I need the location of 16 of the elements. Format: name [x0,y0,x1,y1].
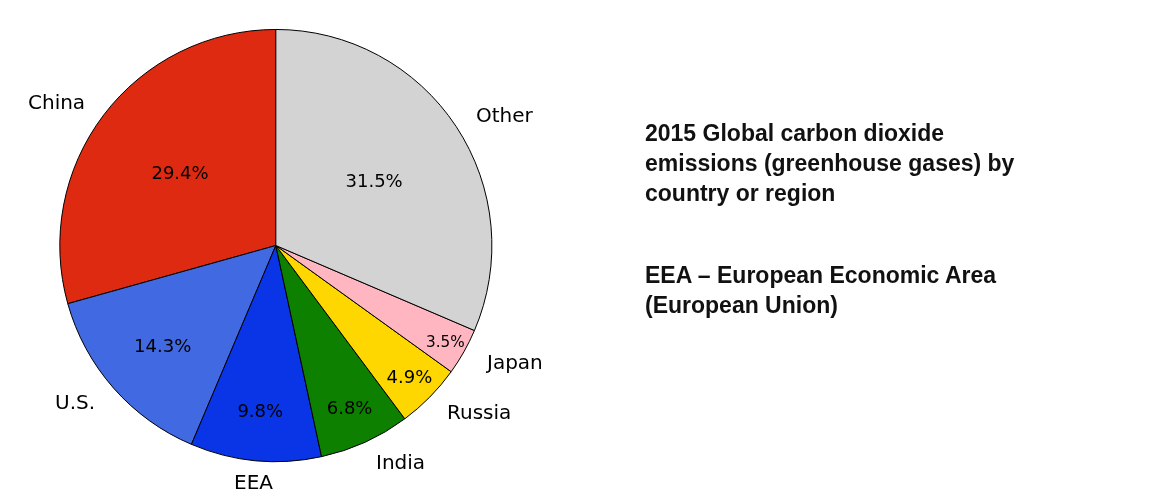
text: 2015 Global carbon dioxide emissions (greenhouse gases) by country or region [645,120,1015,206]
data-label: 4.9% [386,366,433,388]
slice-label: China [28,90,86,114]
slice-label: U.S. [55,390,96,414]
slice-label: Japan [485,350,543,374]
slice-label: India [376,450,426,474]
data-label: 6.8% [326,397,373,419]
data-label: 29.4% [151,162,209,184]
slice-label: EEA [234,470,274,491]
data-label: 14.3% [134,334,192,356]
data-label: 9.8% [237,400,284,422]
data-label: 3.5% [426,332,465,351]
text: EEA – European Economic Area (European Union) [645,262,997,318]
slice-label: Other [476,103,534,127]
data-label: 31.5% [345,170,403,192]
slice-label: Russia [447,400,512,424]
